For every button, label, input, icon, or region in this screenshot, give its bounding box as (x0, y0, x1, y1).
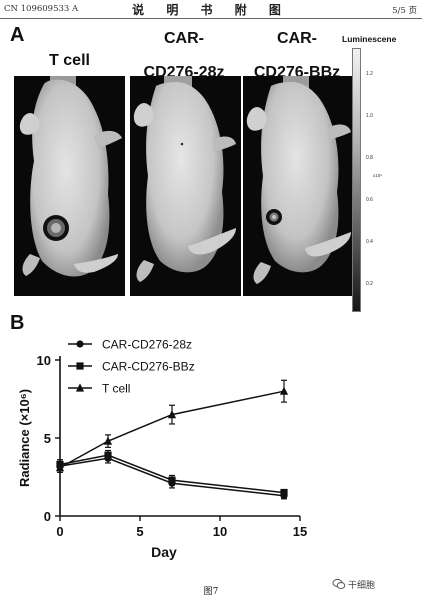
luminescence-exponent: x10⁹ (373, 173, 383, 178)
legend-label-t-cell: T cell (102, 382, 130, 396)
y-tick-label: 5 (44, 431, 51, 446)
data-point-car-cd276-bbz (280, 489, 288, 497)
wechat-icon (332, 578, 346, 589)
data-point-t-cell (55, 463, 65, 472)
legend-marker-t-cell (75, 383, 85, 392)
legend-label-car-cd276-28z: CAR-CD276-28z (102, 338, 192, 352)
legend-marker-car-cd276-bbz (76, 362, 84, 370)
luminescence-tick: 0.8 (366, 155, 373, 161)
data-point-t-cell (103, 436, 113, 445)
luminescence-tick: 0.2 (366, 281, 373, 287)
y-axis-title: Radiance (×10⁶) (17, 389, 32, 487)
x-tick-label: 5 (136, 524, 143, 539)
panel-a-letter: A (10, 24, 25, 46)
x-tick-label: 15 (293, 524, 307, 539)
mouse-image-t-cell (14, 76, 125, 296)
series-line-car-cd276-28z (59, 457, 285, 497)
series-line-t-cell (59, 390, 285, 469)
patent-number: CN 109609533 A (4, 4, 79, 14)
page-number: 5/5 页 (392, 6, 417, 16)
legend-marker-car-cd276-28z (76, 340, 84, 348)
luminescence-colorbar (352, 48, 361, 312)
legend-label-car-cd276-bbz: CAR-CD276-BBz (102, 360, 195, 374)
x-tick-label: 10 (213, 524, 227, 539)
tumor-signal-car-bbz (266, 209, 282, 225)
x-tick-label: 0 (56, 524, 63, 539)
header-title: 说 明 书 附 图 (132, 3, 290, 17)
radiance-line-chart: 0 5 10 0 5 10 15 Day Radiance (×10⁶) CAR-CD276-28… (17, 338, 307, 561)
figure-caption: 图7 (203, 587, 219, 597)
data-point-car-cd276-bbz (168, 476, 176, 484)
data-point-car-cd276-bbz (104, 451, 112, 459)
panel-b-letter: B (10, 312, 25, 334)
column-label-t-cell: T cell (49, 52, 90, 69)
x-axis-title: Day (151, 544, 177, 560)
series-line-car-cd276-bbz (59, 454, 285, 494)
header-rule (0, 18, 422, 19)
page-header: CN 109609533 A 说 明 书 附 图 5/5 页 (0, 0, 422, 20)
mouse-image-car-28z (130, 76, 241, 296)
luminescence-tick: 0.6 (366, 197, 373, 203)
mouse-image-car-bbz (243, 76, 354, 296)
luminescence-tick: 0.4 (366, 239, 373, 245)
data-point-t-cell (167, 410, 177, 419)
y-tick-label: 0 (44, 509, 51, 524)
luminescence-tick: 1.2 (366, 71, 373, 77)
luminescence-tick: 1.0 (366, 113, 373, 119)
luminescence-title: Luminescene (342, 34, 397, 44)
y-tick-label: 10 (37, 353, 51, 368)
watermark-text: 干细胞 (348, 581, 376, 591)
tumor-signal-t-cell (43, 215, 69, 241)
data-point-t-cell (279, 386, 289, 395)
